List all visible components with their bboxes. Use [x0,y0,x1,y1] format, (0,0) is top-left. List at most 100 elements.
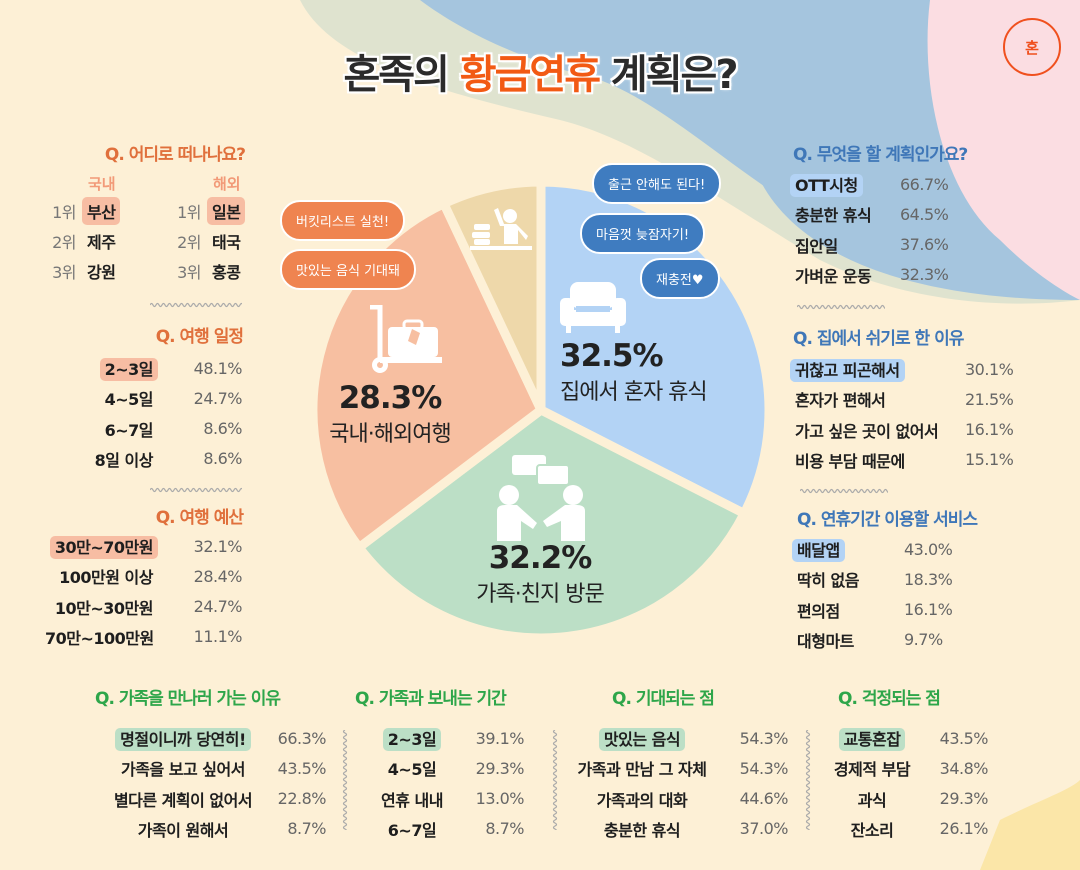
row-value: 54.3% [739,728,789,748]
schedule-row: 6~7일 8.6% [40,416,243,442]
wavy-divider [797,304,885,310]
budget-row: 100만원 이상 28.4% [40,563,242,589]
row-value: 8.7% [485,819,524,839]
row-label: 충분한 휴식 [603,820,681,840]
row-label: 8일 이상 [94,450,154,470]
wavy-divider [800,488,888,494]
service-title: Q. 연휴기간 이용할 서비스 [797,510,978,530]
pie-value: 32.2% [488,540,593,576]
row-label: 과식 [857,790,887,810]
row-value: 11.1% [193,627,243,647]
family_duration-row: 2~3일 39.1% [372,725,525,751]
plan-row: OTT시청 66.7% [790,171,960,197]
plan-row: 충분한 휴식 64.5% [790,201,960,227]
logo-stamp: 혼 [1003,18,1061,76]
family_reason-row: 별다른 계획이 없어서 22.8% [100,786,327,812]
row-label: 맛있는 음식 [598,728,686,751]
row-value: 13.0% [475,789,525,809]
domestic-header: 국내 [88,175,116,193]
row-value: 24.7% [193,597,243,617]
row-value: 43.0% [904,539,953,559]
wavy-divider [150,302,242,308]
row-label: 집안일 [795,236,838,256]
row-label: 가족과의 대화 [596,790,688,810]
row-value: 54.3% [739,758,789,778]
rank: 3위 [52,263,76,282]
plan-row: 가벼운 운동 32.3% [790,262,960,288]
schedule-row: 8일 이상 8.6% [40,446,243,472]
row-label: 가족과 만남 그 자체 [577,760,707,780]
title-part2: 계획은? [599,52,739,98]
row-value: 32.1% [193,536,243,556]
destination-row: 2위 태국 [165,228,245,254]
pie-name: 집에서 혼자 휴식 [560,380,708,405]
rank: 2위 [52,233,76,252]
label-cell: 교통혼잡 [826,726,918,751]
label-cell: 경제적 부담 [826,756,918,780]
row-value: 43.5% [277,758,327,778]
label-cell: OTT시청 [790,172,900,197]
destination-name: 제주 [87,233,116,252]
destination-row: 1위 부산 [40,197,121,225]
row-value: 18.3% [904,569,953,589]
speech-bubble: 버킷리스트 실천! [280,200,406,241]
family_reason-row: 명절이니까 당연히! 66.3% [100,725,327,751]
pie-name: 국내·해외여행 [329,422,451,447]
family_duration-title: Q. 가족과 보내는 기간 [355,689,507,709]
worry-row: 경제적 부담 34.8% [826,755,989,781]
row-label: 70만~100만원 [45,628,154,648]
pie-name: 가족·친지 방문 [476,582,604,607]
row-label: 배달앱 [792,539,845,562]
budget-title: Q. 여행 예산 [155,508,244,528]
schedule-row: 4~5일 24.7% [40,385,243,411]
label-cell: 집안일 [790,233,900,257]
label-cell: 가벼운 운동 [790,263,900,287]
row-label: 편의점 [797,601,840,621]
row-label: 대형마트 [797,631,854,651]
luggage-cart-icon [370,305,442,373]
row-value: 29.3% [939,789,989,809]
overseas-header: 해외 [213,175,241,193]
title-part1: 혼족의 [343,52,460,98]
row-value: 34.8% [939,758,989,778]
rank: 1위 [52,203,76,222]
family_reason-row: 가족이 원해서 8.7% [100,816,327,842]
reason_home-row: 비용 부담 때문에 15.1% [790,447,1025,473]
plan-row: 집안일 37.6% [790,232,960,258]
plan-title: Q. 무엇을 할 계획인가요? [793,145,968,165]
pie-value: 32.5% [560,338,664,374]
budget-row: 70만~100만원 11.1% [40,624,243,650]
destination-name: 부산 [82,197,121,225]
destination-name: 일본 [207,197,246,225]
row-value: 22.8% [277,789,327,809]
pie-label-home: 32.5% 집에서 혼자 휴식 [560,338,708,406]
speech-bubble: 재충전♥ [640,258,720,299]
wavy-divider [150,487,242,493]
row-value: 8.6% [203,419,242,439]
row-label: 가족을 보고 싶어서 [121,760,245,780]
destination-row: 3위 홍콩 [165,258,245,284]
row-label: 10만~30만원 [54,598,154,618]
pie-label-travel: 28.3% 국내·해외여행 [300,380,480,448]
schedule-title: Q. 여행 일정 [155,327,244,347]
schedule-row: 2~3일 48.1% [40,355,243,381]
row-value: 29.3% [475,758,525,778]
family_reason-row: 가족을 보고 싶어서 43.5% [100,755,326,781]
row-label: 6~7일 [387,820,437,840]
family_duration-row: 연휴 내내 13.0% [372,786,524,812]
destination-name: 태국 [212,233,241,252]
row-label: OTT시청 [790,174,863,197]
row-value: 44.6% [739,789,789,809]
expect-row: 가족과의 대화 44.6% [566,786,789,812]
rank: 2위 [177,233,201,252]
label-cell: 귀찮고 피곤해서 [790,357,965,382]
row-value: 8.6% [203,449,242,469]
destination-title: Q. 어디로 떠나나요? [104,145,246,165]
family_duration-row: 4~5일 29.3% [372,755,525,781]
worry-row: 교통혼잡 43.5% [826,725,989,751]
label-cell: 연휴 내내 [372,787,452,811]
row-label: 100만원 이상 [59,568,153,588]
label-cell: 충분한 휴식 [566,817,718,841]
label-cell: 6~7일 [40,417,158,441]
person-desk-icon [470,208,532,250]
